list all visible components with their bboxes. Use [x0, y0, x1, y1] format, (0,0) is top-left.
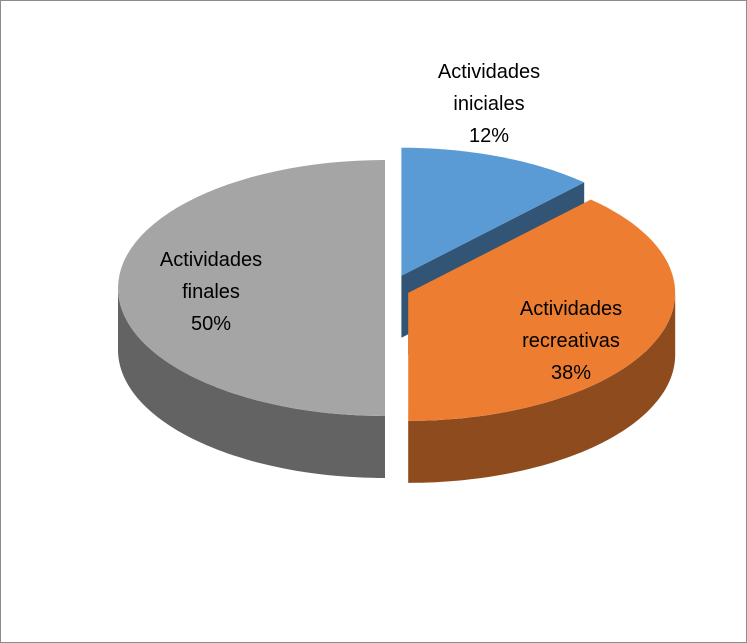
slice-side	[118, 288, 385, 478]
category-label: Actividades iniciales	[437, 61, 541, 115]
slice	[408, 199, 676, 421]
value-label: 12%	[468, 125, 510, 147]
data-label: Actividades finales 50%	[136, 244, 286, 340]
slice	[118, 160, 385, 478]
value-label: 50%	[190, 313, 232, 335]
slice	[408, 199, 676, 483]
category-label: Actividades recreativas	[519, 298, 623, 352]
category-label: Actividades finales	[159, 249, 263, 303]
data-label: Actividades iniciales 12%	[414, 56, 564, 152]
value-label: 38%	[550, 362, 592, 384]
slice-side	[408, 292, 676, 483]
slice	[118, 160, 385, 416]
data-label: Actividades recreativas 38%	[496, 293, 646, 389]
slice	[401, 147, 585, 276]
